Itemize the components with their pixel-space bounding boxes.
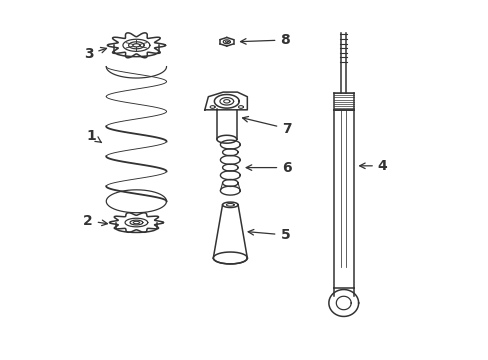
Text: 3: 3 bbox=[83, 47, 106, 61]
Text: 7: 7 bbox=[242, 117, 291, 136]
Text: 5: 5 bbox=[247, 228, 289, 242]
Text: 4: 4 bbox=[359, 159, 387, 173]
Text: 6: 6 bbox=[245, 161, 291, 175]
Text: 8: 8 bbox=[240, 33, 289, 47]
Text: 2: 2 bbox=[83, 214, 107, 228]
Text: 1: 1 bbox=[86, 129, 102, 143]
